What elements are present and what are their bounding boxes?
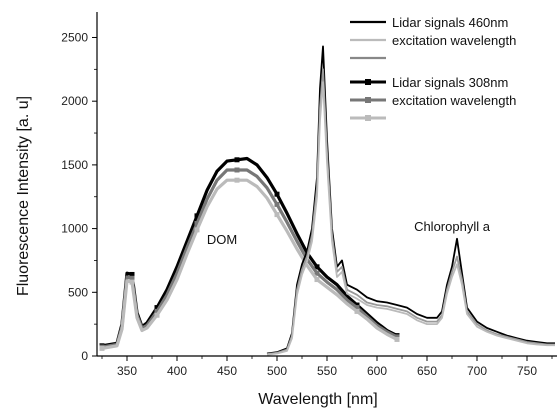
series-line-5	[266, 81, 555, 356]
series-0-point-20	[274, 191, 280, 197]
annotation-chlorophyll: Chlorophyll a	[414, 219, 491, 234]
y-tick-label-5: 2500	[61, 30, 88, 44]
series-2-point-20	[274, 212, 280, 218]
axes: 350 400 450 500 550 600 650 700 750 0 500 1000 1500 2…	[61, 12, 557, 378]
series-line-1	[101, 168, 398, 349]
legend-marker-1-0	[365, 79, 371, 85]
y-axis-title: Fluorescence Intensity [a. u]	[15, 96, 32, 296]
legend-marker-1-1	[365, 97, 371, 103]
series-1-point-32	[394, 334, 400, 340]
series-1-point-4	[129, 275, 135, 281]
series-1-point-12	[194, 220, 200, 226]
series-1-point-20	[274, 201, 280, 207]
series-0-point-16	[234, 157, 240, 163]
series-2-point-12	[194, 227, 200, 233]
series-1-point-8	[154, 308, 160, 314]
series-0-point-4	[129, 271, 135, 277]
annotation-dom: DOM	[207, 232, 237, 247]
legend: Lidar signals 460nm excitation wavelength…	[350, 15, 516, 121]
legend-marker-1-2	[365, 115, 371, 121]
series-2-point-28	[354, 308, 360, 314]
x-axis-title: Wavelength [nm]	[258, 391, 377, 408]
x-tick-label-0: 350	[117, 364, 137, 378]
x-tick-label-8: 750	[517, 364, 537, 378]
legend-label-1-line2: excitation wavelength	[392, 93, 516, 108]
series-2-point-16	[234, 177, 240, 183]
y-tick-label-3: 1500	[61, 158, 88, 172]
series-2-point-24	[314, 277, 320, 283]
x-tick-label-2: 450	[217, 364, 237, 378]
x-tick-label-7: 700	[467, 364, 487, 378]
series-line-0	[101, 156, 398, 348]
series-1-point-24	[314, 270, 320, 276]
x-tick-label-3: 500	[267, 364, 287, 378]
series-2-point-0	[99, 345, 105, 351]
series-2-point-4	[129, 279, 135, 285]
series-1-point-28	[354, 305, 360, 311]
y-tick-label-4: 2000	[61, 94, 88, 108]
series-0-point-8	[154, 305, 160, 311]
legend-label-0-line1: Lidar signals 460nm	[392, 15, 508, 30]
y-tick-label-0: 0	[81, 349, 88, 363]
legend-label-0-line2: excitation wavelength	[392, 33, 516, 48]
series-0-point-12	[194, 213, 200, 219]
y-tick-label-2: 1000	[61, 222, 88, 236]
legend-label-1-line1: Lidar signals 308nm	[392, 75, 508, 90]
series-2-point-8	[154, 312, 160, 318]
series-0-point-24	[314, 264, 320, 270]
x-tick-label-5: 600	[367, 364, 387, 378]
x-tick-label-1: 400	[167, 364, 187, 378]
series-2-point-32	[394, 336, 400, 342]
plot-area	[99, 45, 555, 356]
x-tick-label-4: 550	[317, 364, 337, 378]
series-1-point-16	[234, 167, 240, 173]
y-tick-label-1: 500	[68, 285, 88, 299]
x-tick-label-6: 650	[417, 364, 437, 378]
series-line-3	[266, 45, 555, 355]
series-line-4	[266, 68, 555, 355]
series-0-point-28	[354, 302, 360, 308]
